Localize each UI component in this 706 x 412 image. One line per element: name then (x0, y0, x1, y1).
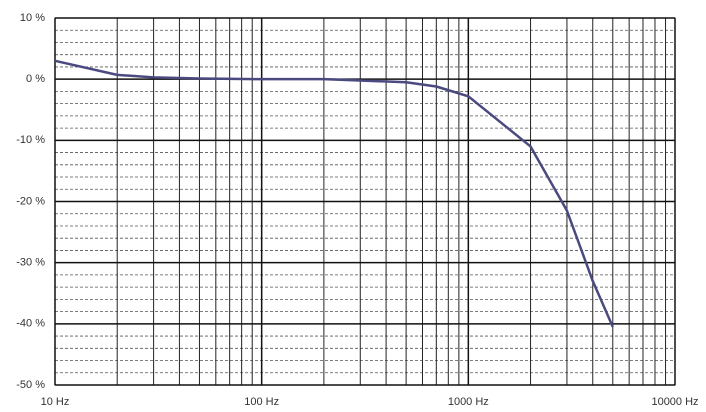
line (54, 59, 614, 328)
y-tick-label: -50 % (16, 379, 45, 391)
x-tick-label: 10000 Hz (651, 396, 698, 408)
x-tick-label: 1000 Hz (448, 396, 489, 408)
y-tick-label: -40 % (16, 318, 45, 330)
y-tick-label: -20 % (16, 195, 45, 207)
y-tick-label: -30 % (16, 257, 45, 269)
y-tick-label: 10 % (20, 12, 45, 24)
y-tick-label: -10 % (16, 134, 45, 146)
x-tick-label: 10 Hz (41, 396, 70, 408)
y-tick-label: 0 % (26, 73, 45, 85)
x-tick-label: 100 Hz (244, 396, 279, 408)
